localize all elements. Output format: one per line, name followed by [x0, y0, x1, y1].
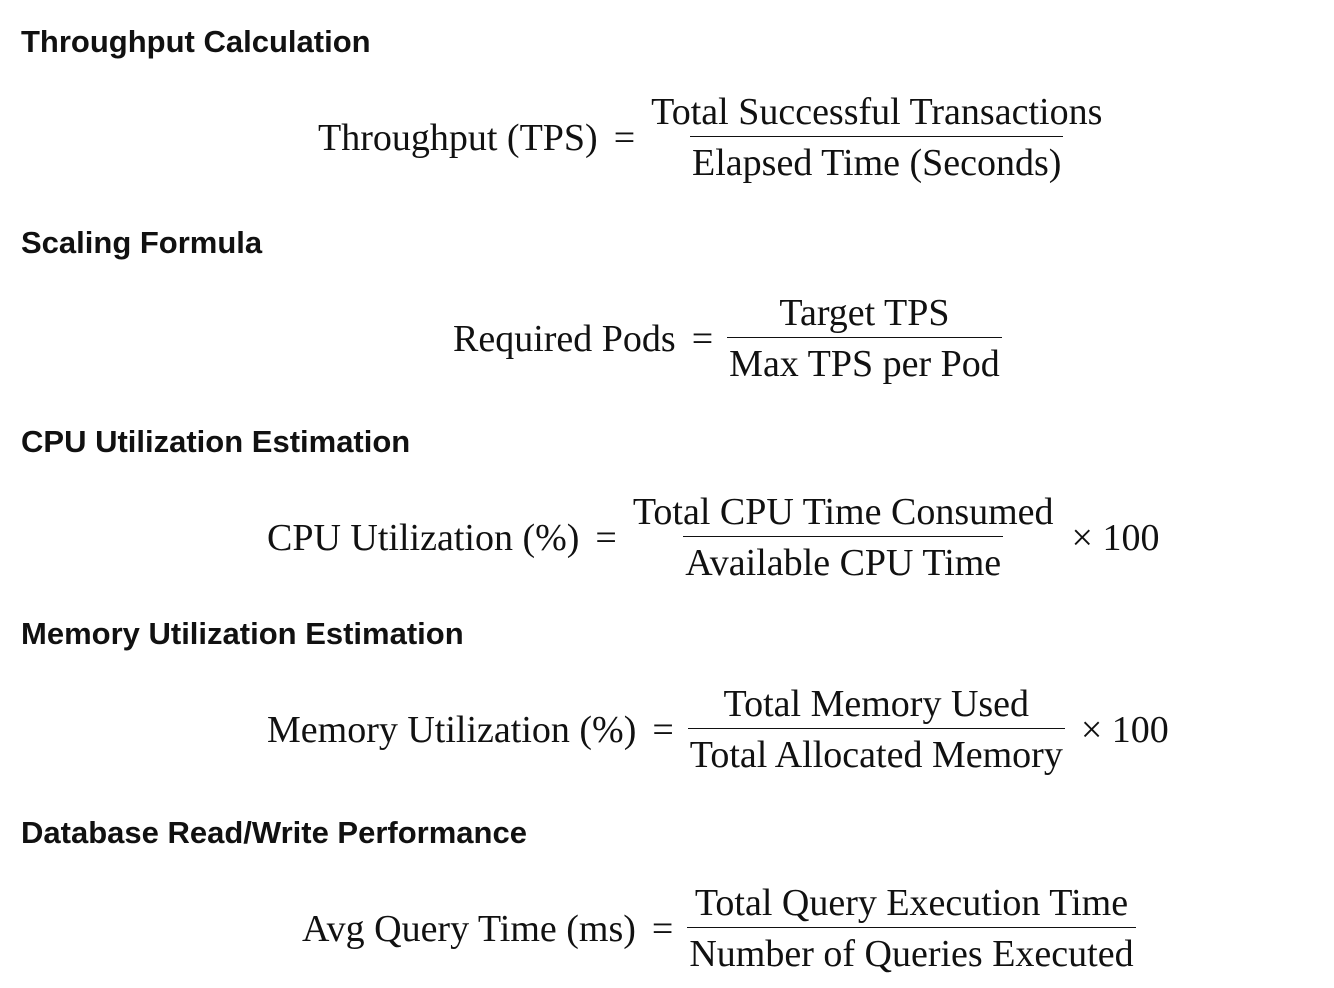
equals-sign: =: [651, 907, 674, 950]
section-heading: Database Read/Write Performance: [21, 815, 527, 850]
fraction: Total Query Execution Time Number of Que…: [687, 882, 1136, 973]
equation-row: CPU Utilization (%) = Total CPU Time Con…: [267, 493, 1159, 582]
fraction-denominator: Number of Queries Executed: [687, 927, 1136, 973]
fraction-numerator: Total Query Execution Time: [694, 882, 1129, 924]
formula-lhs: Avg Query Time (ms): [302, 907, 636, 950]
formula-lhs: Required Pods: [453, 317, 676, 360]
formula-lhs: Memory Utilization (%): [267, 708, 637, 751]
equation-row: Required Pods = Target TPS Max TPS per P…: [453, 294, 1002, 383]
formula-lhs: Throughput (TPS): [318, 116, 598, 159]
equals-sign: =: [595, 516, 617, 559]
section-heading: Throughput Calculation: [21, 24, 371, 59]
equals-sign: =: [613, 116, 636, 159]
fraction-numerator: Total CPU Time Consumed: [632, 491, 1054, 533]
equation-row: Avg Query Time (ms) = Total Query Execut…: [302, 884, 1136, 973]
multiplier: × 100: [1071, 516, 1160, 559]
equation-row: Memory Utilization (%) = Total Memory Us…: [267, 685, 1169, 774]
fraction-denominator: Elapsed Time (Seconds): [690, 136, 1064, 182]
equals-sign: =: [691, 317, 714, 360]
equals-sign: =: [652, 708, 674, 751]
fraction: Total Memory Used Total Allocated Memory: [687, 683, 1065, 774]
multiplier: × 100: [1080, 708, 1169, 751]
fraction-denominator: Available CPU Time: [683, 536, 1004, 582]
fraction-numerator: Total Successful Transactions: [651, 91, 1103, 133]
section-heading: Scaling Formula: [21, 225, 263, 260]
fraction: Total CPU Time Consumed Available CPU Ti…: [631, 493, 1056, 582]
formula-lhs: CPU Utilization (%): [267, 516, 580, 559]
equation-row: Throughput (TPS) = Total Successful Tran…: [318, 93, 1104, 182]
fraction-numerator: Target TPS: [779, 292, 950, 334]
section-heading: CPU Utilization Estimation: [21, 424, 411, 459]
fraction-numerator: Total Memory Used: [723, 683, 1030, 725]
fraction: Target TPS Max TPS per Pod: [727, 294, 1002, 383]
fraction-denominator: Max TPS per Pod: [727, 337, 1002, 383]
section-heading: Memory Utilization Estimation: [21, 616, 464, 651]
fraction-denominator: Total Allocated Memory: [687, 728, 1065, 774]
fraction: Total Successful Transactions Elapsed Ti…: [649, 93, 1104, 182]
